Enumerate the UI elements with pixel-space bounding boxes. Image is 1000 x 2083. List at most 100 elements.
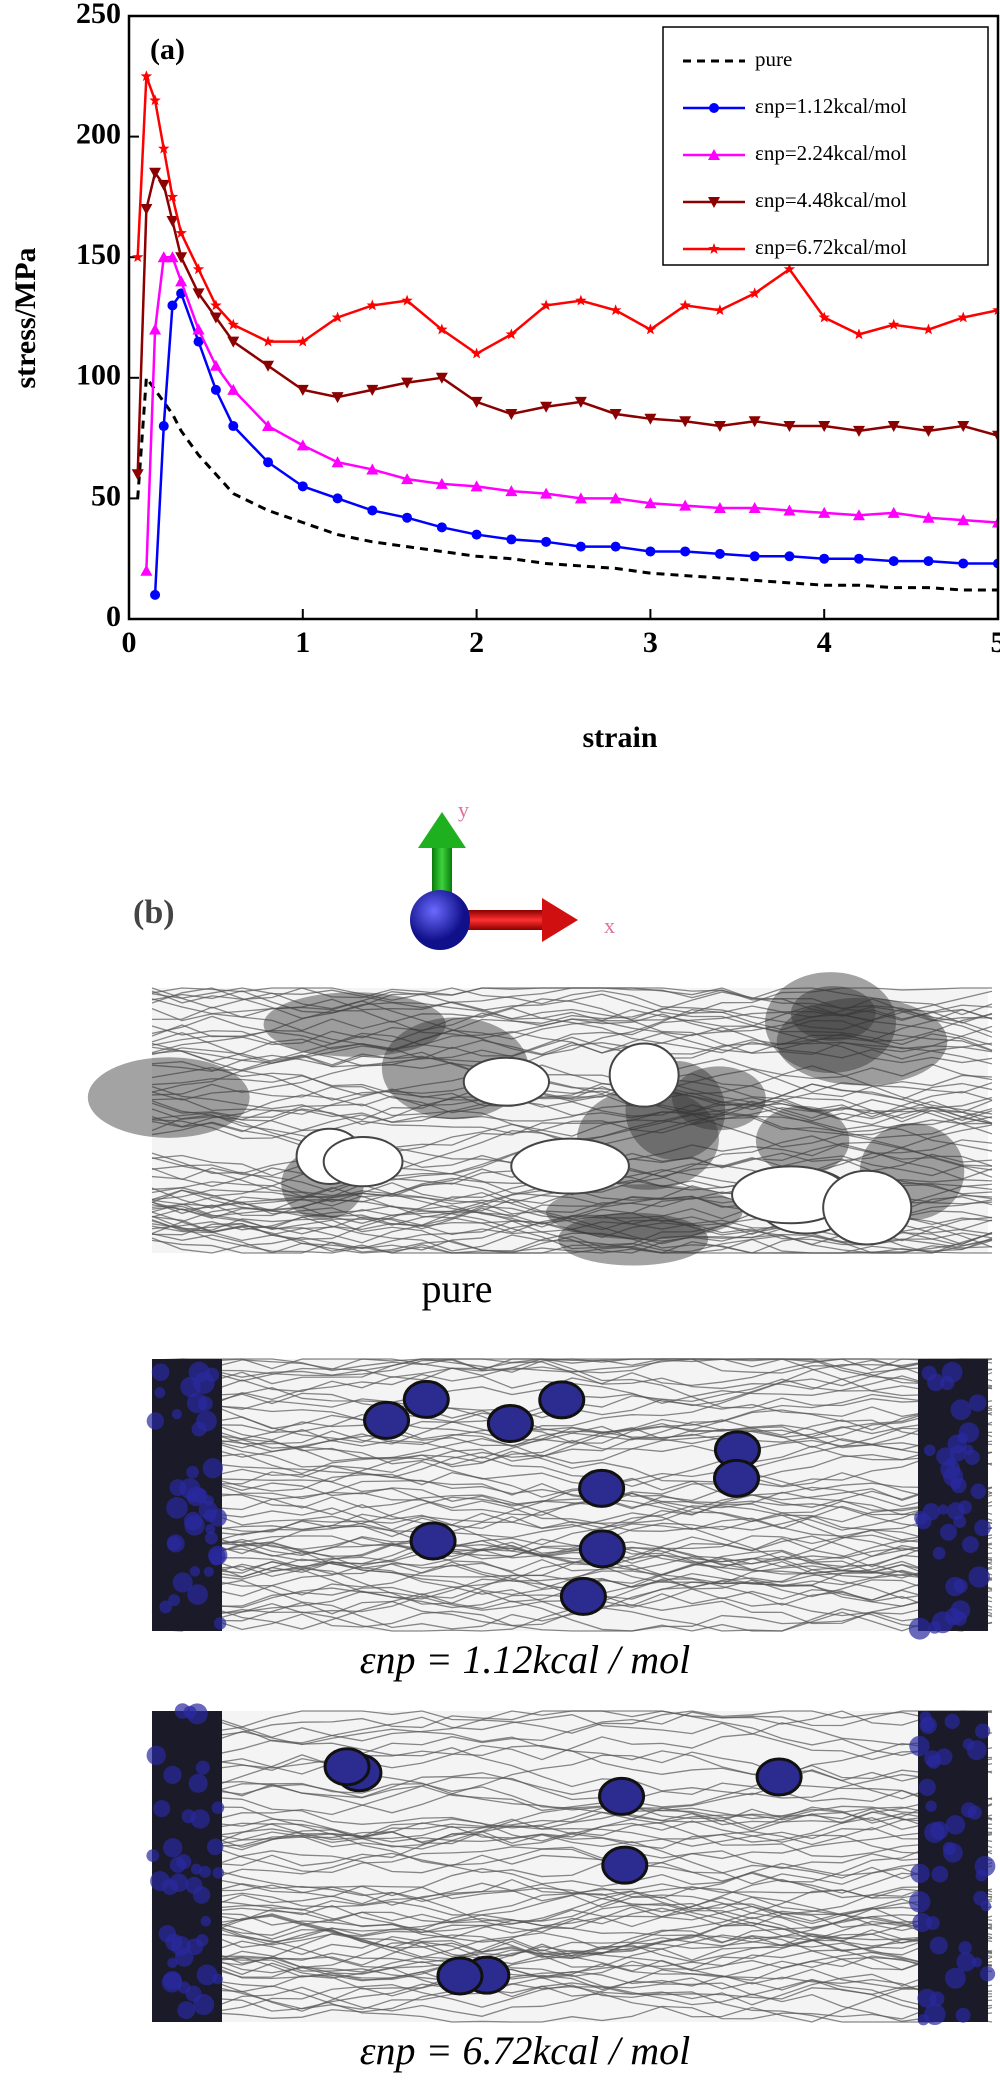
np [958, 1500, 972, 1515]
np [974, 1519, 991, 1537]
np-cluster [755, 1757, 803, 1797]
marker [541, 536, 552, 547]
np [925, 1800, 937, 1812]
strand [151, 1868, 993, 1936]
np [917, 1988, 937, 2008]
np-cluster [713, 1458, 761, 1498]
marker [158, 142, 170, 154]
strand [151, 1818, 993, 1849]
dense-region [87, 1057, 250, 1138]
np-cluster [486, 1404, 534, 1444]
strand [151, 1455, 993, 1501]
np [973, 1890, 989, 1906]
marker [609, 492, 622, 504]
strand [151, 1358, 992, 1403]
np [169, 1856, 186, 1873]
strand [151, 1358, 993, 1393]
marker [748, 416, 761, 428]
y-tick-label: 100 [76, 359, 121, 392]
strand [151, 1600, 993, 1632]
marker [818, 421, 831, 433]
np [944, 1607, 963, 1626]
np [928, 1621, 941, 1634]
marker [140, 203, 153, 215]
marker [149, 323, 162, 335]
np [975, 1869, 988, 1882]
strand [151, 1794, 993, 1843]
np [171, 1409, 182, 1420]
marker [332, 493, 343, 504]
np [161, 1971, 183, 1993]
np [167, 1957, 178, 1968]
np [912, 1912, 932, 1933]
marker [175, 227, 187, 238]
np [943, 1842, 963, 1863]
strand [151, 1832, 993, 1883]
marker [470, 480, 483, 492]
void [322, 1135, 404, 1188]
strand [151, 1980, 993, 2023]
np [939, 1375, 955, 1391]
marker [957, 514, 970, 526]
strand [151, 1916, 993, 1956]
panel-label: (b) [133, 894, 175, 931]
marker [680, 546, 691, 557]
strand [151, 1069, 993, 1101]
dense-region [755, 1105, 850, 1176]
marker [149, 167, 162, 179]
np [163, 1765, 182, 1785]
strand [151, 1487, 993, 1524]
np [968, 1566, 990, 1588]
strand [151, 987, 993, 1031]
marker [922, 425, 935, 437]
np [211, 1801, 225, 1815]
strand [151, 1543, 993, 1589]
marker [818, 311, 830, 323]
marker [852, 425, 865, 437]
strand [151, 1803, 993, 1847]
np [190, 1809, 210, 1829]
strand [151, 1513, 993, 1568]
strand [151, 1114, 993, 1175]
marker [331, 311, 344, 323]
strand [151, 1358, 993, 1393]
marker [992, 516, 998, 528]
np [186, 1486, 206, 1507]
plot-frame [127, 14, 1000, 621]
marker [149, 94, 161, 106]
marker [175, 252, 188, 264]
np [213, 1617, 227, 1630]
marker [709, 103, 719, 113]
np [917, 2014, 930, 2026]
np [177, 2001, 196, 2020]
strand [151, 1099, 993, 1131]
strand [151, 1165, 993, 1249]
np [202, 1458, 224, 1479]
marker [505, 485, 518, 497]
marker [714, 548, 725, 559]
strand [151, 1512, 993, 1543]
strand [151, 987, 993, 1064]
np [926, 1754, 941, 1769]
np [192, 1886, 211, 1904]
marker [331, 392, 344, 404]
strand [151, 1486, 993, 1546]
np [944, 1967, 966, 1989]
np [206, 1838, 224, 1856]
np [165, 1933, 183, 1952]
strand [151, 1593, 993, 1632]
marker [679, 499, 692, 511]
x-tick-label: 3 [643, 626, 658, 659]
np [203, 1509, 217, 1523]
marker [227, 336, 240, 348]
marker [227, 318, 239, 330]
np [937, 1504, 949, 1515]
np [918, 1778, 936, 1797]
np [205, 1524, 216, 1535]
np [183, 1705, 197, 1719]
np [966, 1740, 987, 1761]
dense-region [672, 1066, 766, 1131]
np [195, 1760, 210, 1775]
np [908, 1617, 931, 1640]
legend-label: pure [755, 47, 792, 71]
